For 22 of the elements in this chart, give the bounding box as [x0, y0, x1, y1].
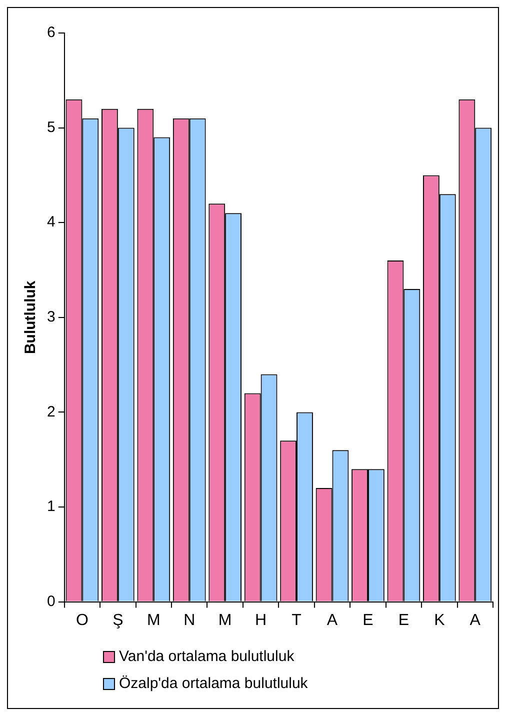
x-tick-label: E: [362, 612, 374, 629]
x-tick-label: M: [146, 612, 160, 629]
x-tick-label: N: [184, 612, 196, 629]
x-tick-label: E: [398, 612, 410, 629]
x-tick-label: M: [218, 612, 232, 629]
y-tick-label: 3: [47, 308, 56, 326]
x-tick-label: A: [470, 612, 481, 629]
y-tick-label: 6: [47, 24, 56, 42]
legend-label: Özalp'da ortalama bulutluluk: [119, 675, 308, 692]
x-tick-label: T: [292, 612, 302, 629]
x-tick-label: A: [326, 612, 338, 629]
y-tick-label: 1: [47, 498, 56, 516]
x-tick-label: O: [76, 612, 88, 629]
y-tick-label: 4: [47, 214, 56, 231]
y-tick-label: 0: [47, 592, 56, 610]
x-tick-label: Ş: [112, 612, 124, 629]
y-tick-label: 2: [47, 403, 56, 420]
y-tick-label: 5: [47, 118, 56, 136]
legend-label: Van'da ortalama bulutluluk: [119, 648, 294, 665]
y-axis-title: Bulutluluk: [22, 280, 40, 354]
x-tick-label: K: [434, 612, 446, 629]
x-tick-label: H: [255, 612, 267, 629]
